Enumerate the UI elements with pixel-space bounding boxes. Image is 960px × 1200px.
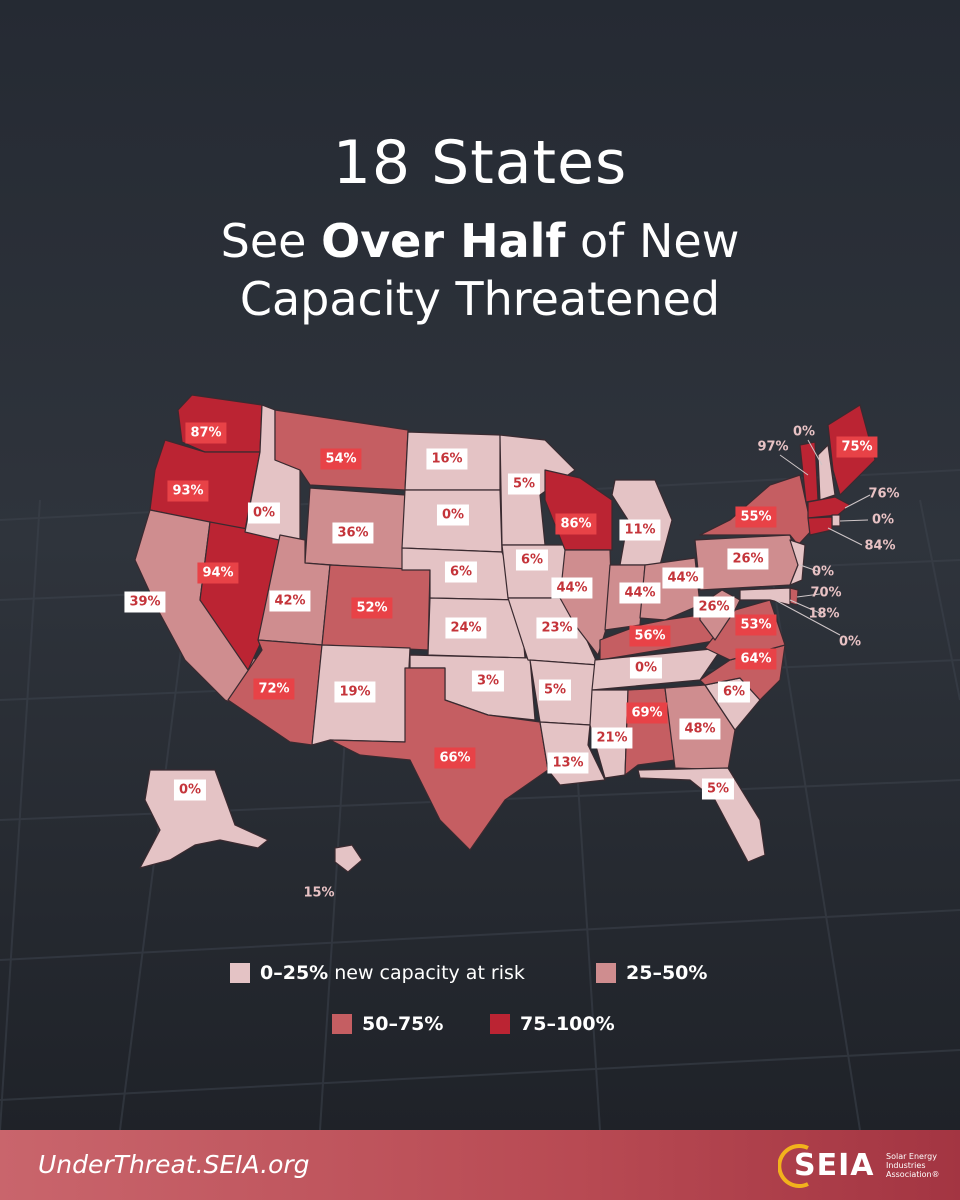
legend-item-25-50: 25–50%	[596, 962, 707, 984]
state-WI	[544, 469, 613, 551]
state-label-mn: 5%	[507, 473, 541, 495]
state-label-dc: 0%	[838, 634, 862, 650]
state-CT	[807, 516, 833, 536]
leader-md	[789, 599, 823, 615]
state-label-de: 70%	[810, 585, 842, 601]
state-MA	[807, 496, 851, 519]
legend-label: 0–25% new capacity at risk	[260, 962, 525, 984]
state-label-sc: 6%	[717, 681, 751, 703]
state-label-oh: 44%	[662, 567, 704, 589]
state-label-tn: 0%	[629, 657, 663, 679]
state-NJ	[789, 539, 806, 586]
state-label-ca: 39%	[124, 591, 166, 613]
legend-label: 25–50%	[626, 962, 708, 984]
state-RI	[831, 514, 841, 527]
state-label-ms: 21%	[591, 727, 633, 749]
state-label-pa: 26%	[727, 548, 769, 570]
state-label-or: 93%	[167, 480, 209, 502]
state-label-ky: 56%	[629, 625, 671, 647]
state-label-sd: 0%	[436, 504, 470, 526]
state-label-ut: 42%	[269, 590, 311, 612]
leader-ri	[839, 519, 869, 522]
leader-dc	[774, 599, 841, 636]
state-label-tx: 66%	[434, 747, 476, 769]
state-label-mo: 23%	[536, 617, 578, 639]
state-label-wv: 26%	[693, 596, 735, 618]
leader-de	[796, 593, 821, 598]
title-line-2-start: See	[220, 214, 322, 268]
state-label-hi: 15%	[303, 885, 335, 901]
legend-item-0-25: 0–25% new capacity at risk	[230, 962, 525, 984]
logo-subtitle: Solar Energy Industries Association®	[886, 1152, 940, 1179]
state-label-ok: 3%	[471, 670, 505, 692]
footer-bar: UnderThreat.SEIA.org SEIA Solar Energy I…	[0, 1130, 960, 1200]
state-HI	[334, 844, 363, 873]
state-label-fl: 5%	[701, 778, 735, 800]
state-label-co: 52%	[351, 597, 393, 619]
state-label-ga: 48%	[679, 718, 721, 740]
state-label-va: 53%	[735, 614, 777, 636]
state-label-me: 75%	[836, 436, 878, 458]
state-label-nj: 0%	[811, 564, 835, 580]
seia-logo: SEIA Solar Energy Industries Association…	[778, 1142, 948, 1190]
legend-swatch	[230, 963, 250, 983]
title-line-2-end: of New	[565, 214, 740, 268]
legend-label: 50–75%	[362, 1013, 444, 1035]
title-line-3: Capacity Threatened	[239, 272, 721, 326]
legend-swatch	[490, 1014, 510, 1034]
leader-vt	[779, 454, 809, 476]
state-label-id: 0%	[247, 502, 281, 524]
title-emphasis: Over Half	[321, 214, 566, 268]
footer-url-link[interactable]: UnderThreat.SEIA.org	[38, 1150, 310, 1179]
state-label-mt: 54%	[320, 448, 362, 470]
state-label-ri: 0%	[871, 512, 895, 528]
state-NH	[817, 444, 836, 501]
state-label-al: 69%	[626, 702, 668, 724]
state-label-az: 72%	[253, 678, 295, 700]
state-label-la: 13%	[547, 752, 589, 774]
state-label-ia: 6%	[515, 549, 549, 571]
legend-label: 75–100%	[520, 1013, 615, 1035]
state-label-ne: 6%	[444, 561, 478, 583]
state-label-ks: 24%	[445, 617, 487, 639]
leader-nh	[807, 439, 823, 466]
legend-swatch	[596, 963, 616, 983]
state-label-wa: 87%	[185, 422, 227, 444]
state-label-ny: 55%	[735, 506, 777, 528]
state-label-ak: 0%	[173, 779, 207, 801]
leader-ct	[827, 527, 863, 546]
state-label-ma: 76%	[868, 486, 900, 502]
logo-wordmark: SEIA	[794, 1148, 875, 1183]
title-line-1: 18 States	[332, 128, 628, 198]
state-label-nc: 64%	[735, 648, 777, 670]
legend-item-50-75: 50–75%	[332, 1013, 443, 1035]
state-label-in: 44%	[619, 582, 661, 604]
state-label-mi: 11%	[619, 519, 661, 541]
state-label-il: 44%	[551, 577, 593, 599]
state-label-wi: 86%	[555, 513, 597, 535]
legend-item-75-100: 75–100%	[490, 1013, 615, 1035]
state-AK	[139, 769, 269, 869]
state-label-vt: 97%	[757, 439, 789, 455]
state-label-ct: 84%	[864, 538, 896, 554]
legend-swatch	[332, 1014, 352, 1034]
leader-nj	[799, 564, 821, 573]
state-label-nm: 19%	[334, 681, 376, 703]
state-label-md: 18%	[808, 606, 840, 622]
title-line-2: See Over Half of New Capacity Threatened	[0, 212, 960, 328]
sun-arc-icon	[778, 1144, 809, 1188]
state-label-nh: 0%	[792, 424, 816, 440]
state-label-wy: 36%	[332, 522, 374, 544]
leader-ma	[844, 494, 871, 509]
state-label-ar: 5%	[538, 679, 572, 701]
state-label-nd: 16%	[426, 448, 468, 470]
state-label-nv: 94%	[197, 562, 239, 584]
